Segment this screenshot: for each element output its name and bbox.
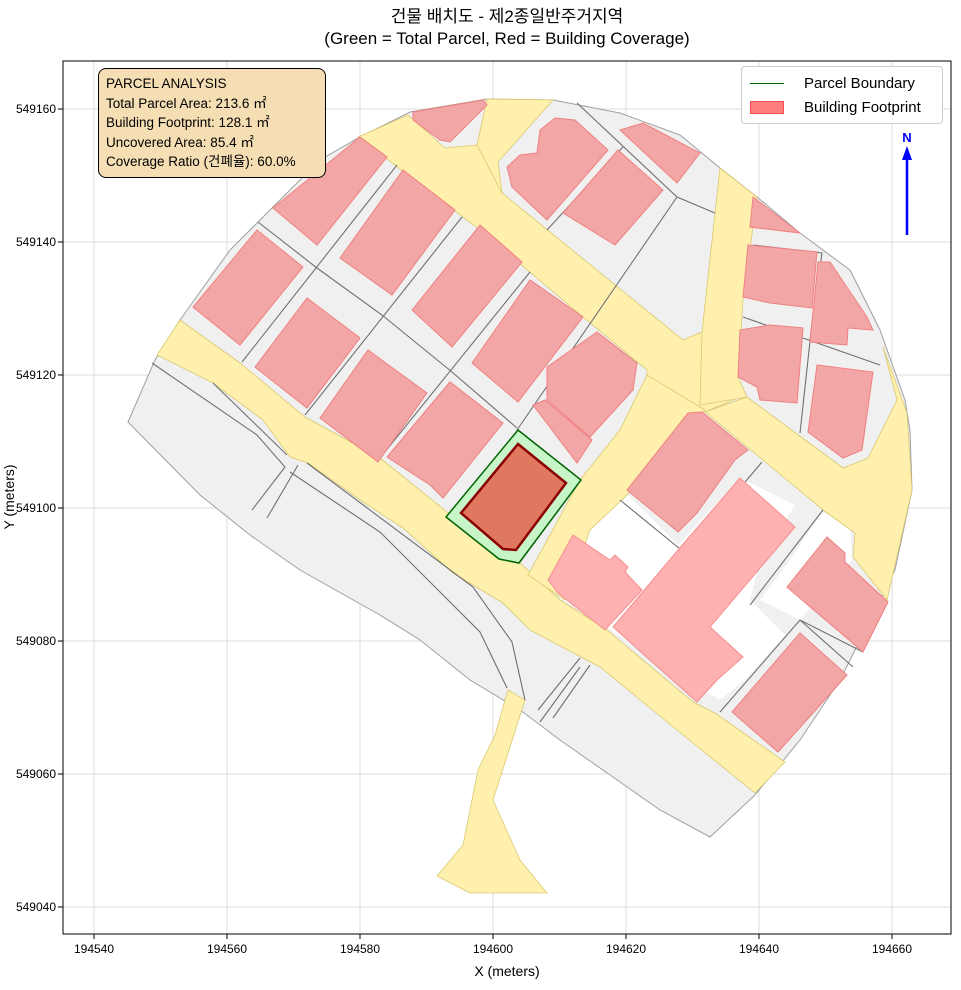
parcel-line xyxy=(576,102,716,214)
legend: Parcel Boundary Building Footprint xyxy=(741,66,943,124)
parcel-line xyxy=(516,196,678,431)
parcel-analysis-box: PARCEL ANALYSIS Total Parcel Area: 213.6… xyxy=(98,68,326,178)
building-footprint[interactable] xyxy=(562,149,664,246)
building-footprint[interactable] xyxy=(471,279,584,403)
parcel-line xyxy=(306,462,526,701)
building-footprint[interactable] xyxy=(506,117,609,221)
chart-title: 건물 배치도 - 제2종일반주거지역 (Green = Total Parcel… xyxy=(63,6,951,50)
x-tick-label: 194540 xyxy=(74,942,114,956)
y-tick-label: 549160 xyxy=(16,102,56,116)
x-tick-label: 194640 xyxy=(739,942,779,956)
building-footprint[interactable] xyxy=(386,381,504,499)
parcel-line xyxy=(212,382,288,456)
y-tick-label: 549120 xyxy=(16,368,56,382)
y-tick-label: 549040 xyxy=(16,900,56,914)
parcel-boundary-line-icon xyxy=(750,82,784,84)
parcel-line xyxy=(749,509,824,606)
building-footprint[interactable] xyxy=(192,229,304,346)
road xyxy=(476,98,554,194)
building-footprint[interactable] xyxy=(412,99,488,143)
building-footprint-patch-icon xyxy=(750,100,784,114)
plot-frame xyxy=(62,60,952,935)
building-footprint[interactable] xyxy=(411,224,523,348)
north-arrow-label: N xyxy=(902,130,911,145)
building-footprint[interactable] xyxy=(731,632,848,753)
y-tick-label: 549060 xyxy=(16,767,56,781)
y-tick-label: 549100 xyxy=(16,501,56,515)
x-axis-label: X (meters) xyxy=(474,963,539,979)
map-layers: N xyxy=(127,98,913,894)
building-layer xyxy=(192,99,889,753)
x-tick-label: 194560 xyxy=(207,942,247,956)
building-footprint[interactable] xyxy=(546,331,638,438)
legend-label: Building Footprint xyxy=(804,98,921,116)
x-tick-label: 194620 xyxy=(606,942,646,956)
legend-item-building-footprint: Building Footprint xyxy=(750,96,921,118)
building-footprint[interactable] xyxy=(319,349,428,463)
building-footprint[interactable] xyxy=(807,364,874,459)
legend-label: Parcel Boundary xyxy=(804,74,915,92)
parcel-line xyxy=(304,216,463,416)
info-uncovered-area: Uncovered Area: 85.4 ㎡ xyxy=(106,134,254,150)
parcel-line xyxy=(241,164,398,363)
building-footprint[interactable] xyxy=(612,477,796,703)
parcel-line xyxy=(552,664,591,719)
x-tick-label: 194580 xyxy=(340,942,380,956)
x-tick-label: 194600 xyxy=(473,942,513,956)
x-axis: 194540 194560 194580 194600 194620 194640 1946… xyxy=(74,934,912,956)
parcel-line xyxy=(257,221,518,429)
info-total-area: Total Parcel Area: 213.6 ㎡ xyxy=(106,95,267,111)
parcel-line xyxy=(151,362,286,511)
north-arrow-head-icon xyxy=(902,146,912,160)
info-building-footprint: Building Footprint: 128.1 ㎡ xyxy=(106,115,270,130)
building-footprint[interactable] xyxy=(809,261,874,346)
y-axis: 549040 549060 549080 549100 549120 549140 5491… xyxy=(16,102,63,914)
parcel-line xyxy=(719,619,864,713)
parcel-line xyxy=(537,657,581,711)
x-tick-label: 194660 xyxy=(872,942,912,956)
parcel-line xyxy=(799,619,854,668)
north-arrow: N xyxy=(902,130,912,235)
building-footprint[interactable] xyxy=(254,297,361,409)
road xyxy=(704,346,913,601)
parcel-line xyxy=(379,271,531,459)
parcel-line xyxy=(266,464,299,519)
y-tick-label: 549140 xyxy=(16,235,56,249)
title-line-2: (Green = Total Parcel, Red = Building Co… xyxy=(324,29,690,48)
building-footprint[interactable] xyxy=(742,244,818,309)
building-footprint[interactable] xyxy=(786,536,889,653)
info-heading: PARCEL ANALYSIS xyxy=(106,76,227,91)
building-footprint[interactable] xyxy=(619,122,701,184)
legend-item-parcel-boundary: Parcel Boundary xyxy=(750,72,915,94)
building-footprint[interactable] xyxy=(339,169,456,296)
y-tick-label: 549080 xyxy=(16,634,56,648)
target-building-footprint[interactable] xyxy=(459,442,568,552)
parcel-line xyxy=(289,471,508,689)
building-footprint[interactable] xyxy=(749,196,802,234)
title-line-1: 건물 배치도 - 제2종일반주거지역 xyxy=(390,7,624,26)
info-coverage-ratio: Coverage Ratio (건폐율): 60.0% xyxy=(106,154,296,169)
parcel-line xyxy=(539,666,581,723)
road-layer xyxy=(156,98,913,894)
road xyxy=(436,689,548,894)
building-footprint[interactable] xyxy=(626,411,749,533)
y-axis-label: Y (meters) xyxy=(1,464,17,529)
building-footprint[interactable] xyxy=(547,534,643,631)
building-footprint[interactable] xyxy=(272,136,388,246)
building-footprint[interactable] xyxy=(532,399,593,464)
building-footprint[interactable] xyxy=(737,324,804,404)
